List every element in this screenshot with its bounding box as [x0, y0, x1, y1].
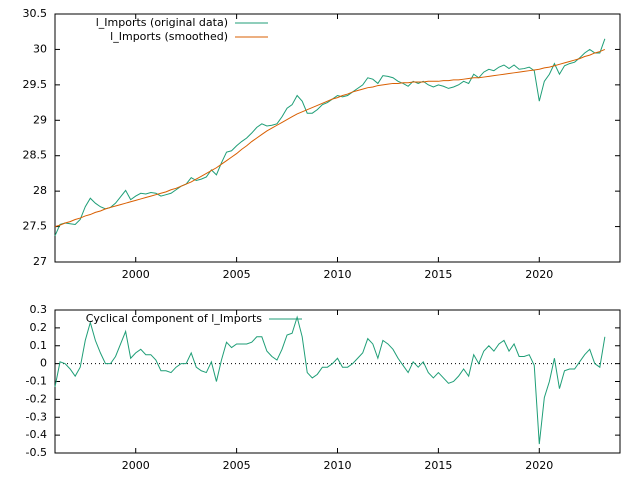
y-tick-label: 0 — [40, 357, 47, 370]
y-tick-label: -0.1 — [26, 375, 47, 388]
x-tick-label: 2005 — [223, 459, 251, 472]
y-tick-label: -0.2 — [26, 392, 47, 405]
legend-label: l_Imports (original data) — [96, 16, 228, 29]
y-tick-label: 28 — [33, 184, 47, 197]
x-tick-label: 2000 — [122, 459, 150, 472]
y-tick-label: 0.3 — [30, 303, 48, 316]
y-tick-label: 29 — [33, 113, 47, 126]
x-tick-label: 2015 — [424, 459, 452, 472]
y-tick-label: 0.2 — [30, 321, 48, 334]
x-tick-label: 2000 — [122, 268, 150, 281]
data-line — [54, 38, 606, 236]
legend-label: Cyclical component of l_Imports — [86, 312, 263, 325]
x-tick-label: 2015 — [424, 268, 452, 281]
y-tick-label: -0.5 — [26, 446, 47, 459]
data-line — [54, 48, 606, 228]
y-tick-label: -0.4 — [26, 428, 47, 441]
data-line — [54, 315, 606, 445]
y-tick-label: -0.3 — [26, 410, 47, 423]
y-tick-label: 27 — [33, 255, 47, 268]
y-tick-label: 30.5 — [23, 7, 48, 20]
x-tick-label: 2020 — [525, 268, 553, 281]
x-tick-label: 2010 — [324, 268, 352, 281]
x-tick-label: 2020 — [525, 459, 553, 472]
y-tick-label: 27.5 — [23, 220, 48, 233]
y-tick-label: 28.5 — [23, 149, 48, 162]
legend-label: l_Imports (smoothed) — [110, 30, 228, 43]
y-tick-label: 29.5 — [23, 78, 48, 91]
y-tick-label: 0.1 — [30, 339, 48, 352]
plot-border — [54, 13, 621, 263]
x-tick-label: 2010 — [324, 459, 352, 472]
y-tick-label: 30 — [33, 42, 47, 55]
x-tick-label: 2005 — [223, 268, 251, 281]
